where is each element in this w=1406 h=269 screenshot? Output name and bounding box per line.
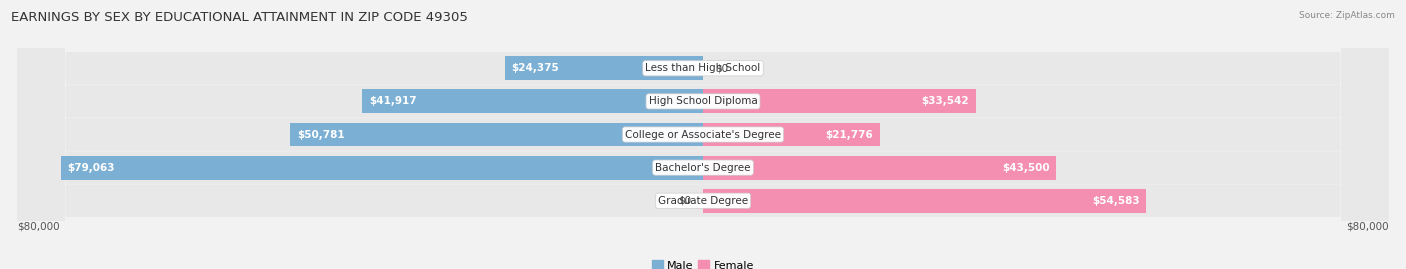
Bar	[703, 189, 1146, 213]
Text: $80,000: $80,000	[17, 221, 60, 231]
Text: Source: ZipAtlas.com: Source: ZipAtlas.com	[1299, 11, 1395, 20]
Text: $43,500: $43,500	[1002, 162, 1050, 173]
Text: $50,781: $50,781	[297, 129, 344, 140]
Text: $80,000: $80,000	[1346, 221, 1389, 231]
Bar	[703, 156, 1056, 179]
Text: $0: $0	[716, 63, 728, 73]
Text: $33,542: $33,542	[921, 96, 969, 107]
FancyBboxPatch shape	[17, 0, 1389, 269]
Bar	[703, 123, 880, 146]
FancyBboxPatch shape	[17, 0, 1389, 269]
Text: Graduate Degree: Graduate Degree	[658, 196, 748, 206]
Text: College or Associate's Degree: College or Associate's Degree	[626, 129, 780, 140]
Legend: Male, Female: Male, Female	[647, 256, 759, 269]
Text: $79,063: $79,063	[67, 162, 115, 173]
Text: EARNINGS BY SEX BY EDUCATIONAL ATTAINMENT IN ZIP CODE 49305: EARNINGS BY SEX BY EDUCATIONAL ATTAINMEN…	[11, 11, 468, 24]
FancyBboxPatch shape	[17, 0, 1389, 269]
Text: $41,917: $41,917	[368, 96, 416, 107]
Text: Less than High School: Less than High School	[645, 63, 761, 73]
Bar	[60, 156, 703, 179]
FancyBboxPatch shape	[17, 0, 1389, 269]
Bar	[291, 123, 703, 146]
Bar	[363, 90, 703, 113]
Bar	[703, 90, 976, 113]
Text: $24,375: $24,375	[512, 63, 560, 73]
FancyBboxPatch shape	[17, 0, 1389, 269]
Text: High School Diploma: High School Diploma	[648, 96, 758, 107]
Bar	[505, 56, 703, 80]
Text: $21,776: $21,776	[825, 129, 873, 140]
Text: $54,583: $54,583	[1092, 196, 1140, 206]
Text: $0: $0	[678, 196, 690, 206]
Text: Bachelor's Degree: Bachelor's Degree	[655, 162, 751, 173]
